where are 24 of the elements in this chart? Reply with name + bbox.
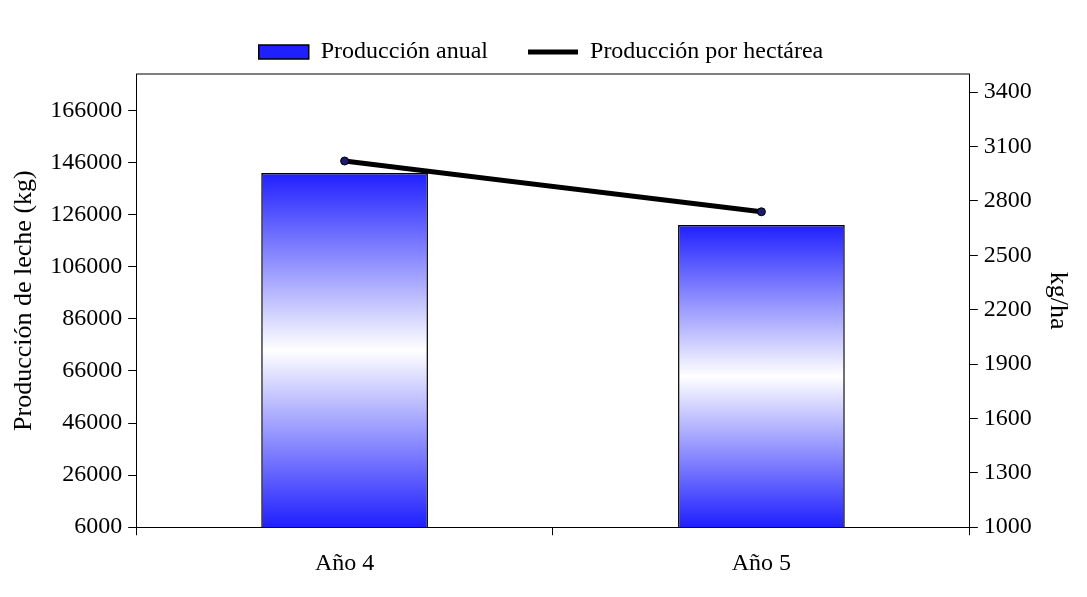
y2-tick-label: 3400 — [983, 77, 1032, 104]
y2-tick-label: 2500 — [983, 240, 1032, 267]
y2-tick-label: 3100 — [983, 131, 1032, 158]
y2-tick-label: 1300 — [983, 458, 1032, 485]
y-tick-label: 86000 — [62, 304, 123, 331]
x-tick-label: Año 4 — [314, 548, 375, 575]
y-axis-title: Producción de leche (kg) — [8, 170, 38, 431]
y2-tick-label: 1600 — [983, 403, 1032, 430]
y2-tick-label: 1900 — [983, 349, 1032, 376]
y2-tick-label: 1000 — [983, 512, 1032, 539]
y-tick-label: 166000 — [50, 95, 123, 122]
y-tick-label: 26000 — [62, 460, 123, 487]
legend-label: Producción por hectárea — [590, 37, 824, 64]
y-tick-label: 6000 — [74, 512, 123, 539]
y2-axis-title: kg/ha — [1044, 271, 1074, 330]
legend-label: Producción anual — [320, 37, 489, 64]
y-tick-label: 146000 — [50, 147, 123, 174]
y2-tick-label: 2200 — [983, 294, 1032, 321]
x-tick-label: Año 5 — [731, 548, 792, 575]
y-tick-label: 126000 — [50, 199, 123, 226]
y2-tick-label: 2800 — [983, 186, 1032, 213]
y-tick-label: 106000 — [50, 252, 123, 279]
y-tick-label: 46000 — [62, 408, 123, 435]
y-tick-label: 66000 — [62, 356, 123, 383]
